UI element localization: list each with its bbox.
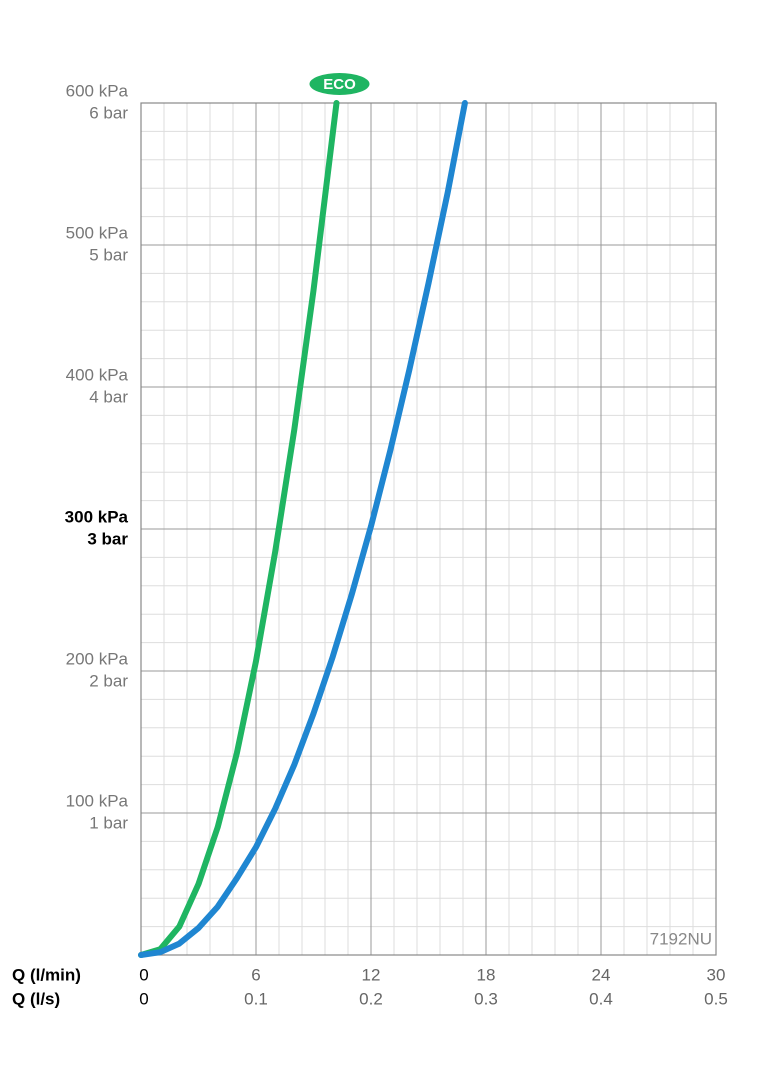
y2-tick-label: 6 bar — [89, 103, 128, 122]
series-line — [138, 100, 468, 958]
x2-tick-label: 0.2 — [359, 989, 383, 1008]
y2-tick-label: 2 bar — [89, 671, 128, 690]
y-tick-label: 100 kPa — [66, 791, 129, 810]
y-tick-label: 500 kPa — [66, 223, 129, 242]
x-axis-label: Q (l/min) — [12, 965, 81, 984]
y-tick-label: 200 kPa — [66, 649, 129, 668]
model-annotation: 7192NU — [650, 929, 712, 948]
series-line — [138, 100, 340, 958]
y-tick-label: 600 kPa — [66, 81, 129, 100]
y2-tick-label: 1 bar — [89, 813, 128, 832]
grid — [140, 102, 717, 955]
legend-badge — [309, 73, 370, 95]
x2-tick-label: 0.5 — [704, 989, 728, 1008]
x-tick-label: 0 — [139, 965, 148, 984]
x2-tick-label: 0.4 — [589, 989, 613, 1008]
x2-tick-label: 0.1 — [244, 989, 268, 1008]
x-tick-label: 30 — [707, 965, 726, 984]
y2-tick-label: 4 bar — [89, 387, 128, 406]
y2-tick-label: 5 bar — [89, 245, 128, 264]
x2-tick-label: 0 — [139, 989, 148, 1008]
x-tick-label: 12 — [362, 965, 381, 984]
y-tick-label: 300 kPa — [65, 507, 129, 526]
x-tick-label: 6 — [251, 965, 260, 984]
x-tick-label: 18 — [477, 965, 496, 984]
plot-frame — [140, 102, 717, 956]
legend-label: ECO — [323, 76, 356, 93]
x2-tick-label: 0.3 — [474, 989, 498, 1008]
y-tick-label: 400 kPa — [66, 365, 129, 384]
x2-axis-label: Q (l/s) — [12, 989, 60, 1008]
y2-tick-label: 3 bar — [87, 529, 128, 548]
x-tick-label: 24 — [592, 965, 611, 984]
